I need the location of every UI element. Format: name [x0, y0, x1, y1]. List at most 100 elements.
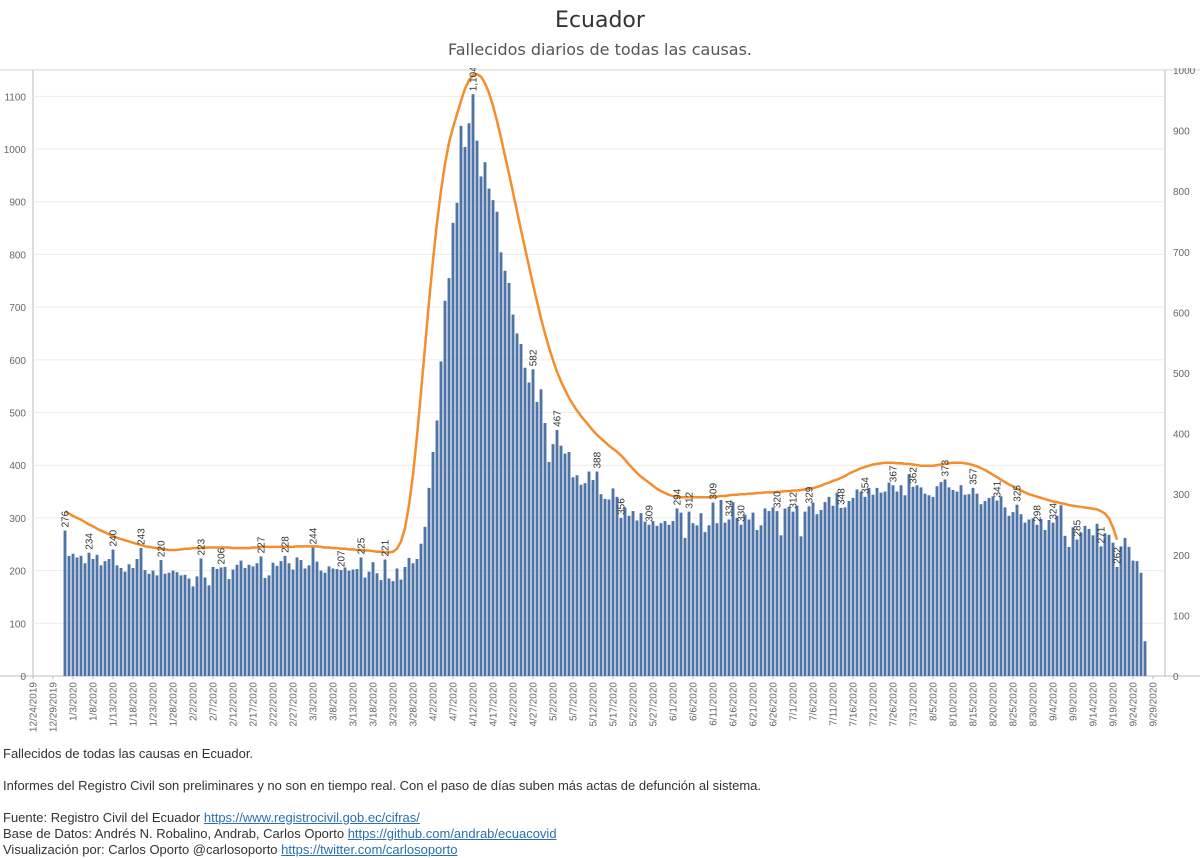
bar: [663, 521, 667, 676]
bar: [883, 491, 887, 676]
x-tick-label: 1/23/2020: [149, 682, 160, 727]
bar: [575, 475, 579, 676]
bar: [299, 560, 303, 676]
bar: [795, 505, 799, 676]
bar: [875, 487, 879, 676]
bar: [1087, 528, 1091, 676]
bar: [863, 496, 867, 676]
bar: [427, 487, 431, 676]
bar: [1015, 504, 1019, 676]
x-tick-label: 4/7/2020: [449, 682, 460, 721]
bar: [1023, 522, 1027, 676]
bar: [135, 559, 139, 676]
x-tick-label: 5/27/2020: [649, 682, 660, 727]
bar: [179, 575, 183, 676]
bar: [63, 530, 67, 676]
x-tick-label: 2/7/2020: [209, 682, 220, 721]
bar: [455, 202, 459, 677]
bar: [159, 560, 163, 676]
bar: [851, 497, 855, 676]
bar: [423, 526, 427, 676]
bar: [963, 494, 967, 676]
bar: [435, 420, 439, 676]
x-tick-label: 1/13/2020: [109, 682, 120, 727]
bar: [619, 517, 623, 676]
bar: [231, 569, 235, 676]
y-right-tick-label: 300: [1173, 490, 1190, 501]
bar: [447, 278, 451, 676]
visualization-link[interactable]: https://twitter.com/carlosoporto: [281, 842, 458, 857]
bar: [1019, 514, 1023, 676]
bar: [1027, 519, 1031, 676]
bar-value-label: 341: [993, 480, 1004, 497]
bar: [355, 569, 359, 676]
bar: [687, 511, 691, 676]
bar-value-label: 354: [861, 477, 872, 494]
bar: [387, 578, 391, 676]
bar: [419, 543, 423, 676]
bar-value-label: 206: [217, 547, 228, 564]
bar: [399, 579, 403, 676]
bar-value-label: 334: [725, 499, 736, 516]
bar-value-label: 330: [737, 505, 748, 522]
y-right-tick-label: 700: [1173, 248, 1190, 259]
x-tick-label: 5/22/2020: [629, 682, 640, 727]
x-tick-label: 8/25/2020: [1009, 682, 1020, 727]
database-link[interactable]: https://github.com/andrab/ecuacovid: [347, 826, 557, 841]
bar: [771, 507, 775, 676]
bar: [147, 573, 151, 676]
bar: [627, 515, 631, 676]
bar-value-label: 324: [1049, 503, 1060, 520]
bar-value-label: 312: [685, 491, 696, 508]
bar: [935, 486, 939, 676]
bar: [675, 508, 679, 676]
bar: [699, 513, 703, 676]
bar: [1135, 561, 1139, 676]
x-tick-label: 7/6/2020: [809, 682, 820, 721]
bar: [855, 489, 859, 676]
bar: [1095, 523, 1099, 676]
bar: [379, 580, 383, 676]
chart-subtitle: Fallecidos diarios de todas las causas.: [447, 40, 753, 59]
x-tick-label: 2/2/2020: [189, 682, 200, 721]
bar: [743, 514, 747, 676]
bar-value-label: 285: [1073, 519, 1084, 536]
bar: [959, 485, 963, 676]
bar: [1071, 527, 1075, 676]
bar: [543, 423, 547, 676]
bar: [151, 570, 155, 676]
x-tick-label: 8/5/2020: [929, 682, 940, 721]
bar: [807, 506, 811, 676]
x-tick-label: 2/17/2020: [249, 682, 260, 727]
x-tick-label: 7/16/2020: [849, 682, 860, 727]
bar: [847, 501, 851, 676]
x-tick-label: 12/24/2019: [29, 682, 40, 732]
y-right-tick-label: 800: [1173, 187, 1190, 198]
bar: [903, 495, 907, 676]
bar: [279, 561, 283, 676]
bar: [939, 482, 943, 676]
bar: [519, 344, 523, 676]
bar: [67, 555, 71, 676]
bar: [1063, 535, 1067, 676]
bar: [319, 570, 323, 676]
y-left-tick-label: 1100: [4, 92, 26, 103]
x-tick-label: 9/4/2020: [1049, 682, 1060, 721]
source-link[interactable]: https://www.registrocivil.gob.ec/cifras/: [203, 810, 420, 825]
bar: [635, 520, 639, 676]
bar: [451, 222, 455, 677]
moving-average-line: [64, 72, 1119, 554]
bar: [471, 94, 475, 677]
x-tick-label: 7/21/2020: [869, 682, 880, 727]
bar: [867, 487, 871, 676]
bar: [1047, 520, 1051, 676]
bar: [207, 585, 211, 676]
bar: [227, 579, 231, 676]
bar: [223, 566, 227, 676]
bar: [495, 211, 499, 677]
y-right-tick-label: 0: [1173, 672, 1179, 683]
bar-value-label: 271: [1097, 526, 1108, 543]
x-tick-label: 8/30/2020: [1029, 682, 1040, 727]
bar-value-label: 240: [109, 529, 120, 546]
bar-value-label: 362: [909, 467, 920, 484]
